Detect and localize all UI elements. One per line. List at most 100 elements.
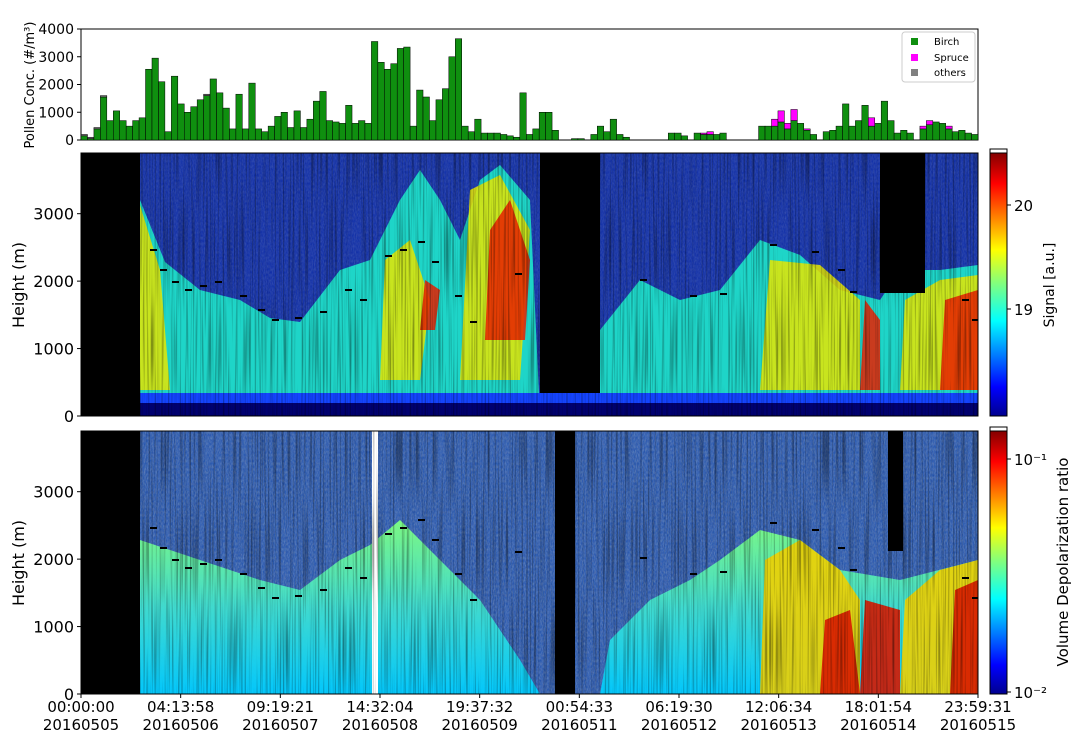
bar-birch bbox=[545, 112, 553, 141]
bar-birch bbox=[790, 120, 798, 141]
signal-y-tick-label: 3000 bbox=[33, 205, 74, 224]
bar-spruce bbox=[945, 125, 953, 130]
depol-heatmap bbox=[81, 431, 978, 694]
bar-others bbox=[100, 95, 108, 98]
bar-birch bbox=[422, 96, 430, 141]
bar-birch bbox=[158, 81, 166, 141]
bar-birch bbox=[784, 128, 792, 141]
bar-birch bbox=[971, 134, 979, 141]
x-tick-time-label: 12:06:34 bbox=[745, 698, 812, 716]
pollen-plot-frame bbox=[80, 28, 979, 141]
bar-birch bbox=[809, 134, 817, 141]
depol-y-tick-label: 0 bbox=[64, 685, 74, 704]
bar-birch bbox=[893, 132, 901, 141]
legend-swatch-others bbox=[911, 69, 918, 76]
bar-birch bbox=[313, 100, 321, 141]
bar-birch bbox=[396, 48, 404, 141]
bar-birch bbox=[493, 132, 501, 141]
signal-panel: 0 1000 2000 3000 Height (m) 20 19 Signal [a… bbox=[9, 148, 1058, 426]
bar-birch bbox=[306, 118, 314, 141]
signal-heatmap bbox=[81, 153, 978, 416]
depol-colorbar-tick-label: 10⁻² bbox=[1014, 684, 1047, 702]
signal-colorbar-label: Signal [a.u.] bbox=[1042, 243, 1058, 328]
bar-birch bbox=[919, 128, 927, 141]
x-tick-date-label: 20160514 bbox=[840, 716, 916, 734]
bar-birch bbox=[325, 120, 333, 141]
signal-y-tick-label: 1000 bbox=[33, 340, 74, 359]
bar-birch bbox=[151, 57, 159, 141]
bar-birch bbox=[926, 124, 934, 141]
bar-spruce bbox=[868, 117, 875, 127]
signal-colorbar-tick-label: 20 bbox=[1014, 197, 1033, 215]
pollen-legend: Birch Spruce others bbox=[901, 31, 976, 83]
bar-birch bbox=[803, 130, 811, 141]
bar-birch bbox=[713, 134, 721, 141]
bar-birch bbox=[868, 125, 875, 141]
depol-colorbar-tick-label: 10⁻¹ bbox=[1014, 451, 1047, 469]
x-tick-time-label: 00:00:00 bbox=[47, 698, 114, 716]
bar-birch bbox=[138, 117, 146, 141]
bar-birch bbox=[455, 38, 462, 141]
pollen-y-tick-label: 1000 bbox=[38, 105, 74, 121]
bar-birch bbox=[429, 120, 437, 141]
bar-birch bbox=[409, 125, 417, 141]
depol-cloud-base-markers bbox=[150, 519, 978, 601]
x-tick-date-label: 20160506 bbox=[142, 716, 218, 734]
x-tick-time-label: 23:59:31 bbox=[944, 698, 1011, 716]
bar-birch bbox=[609, 118, 617, 141]
depol-colorbar-label: Volume Depolarization ratio bbox=[1054, 458, 1072, 667]
bar-spruce bbox=[926, 120, 934, 125]
bar-birch bbox=[371, 41, 379, 141]
bar-spruce bbox=[784, 123, 792, 130]
bar-birch bbox=[80, 135, 88, 141]
bar-birch bbox=[203, 95, 211, 141]
x-tick-date-label: 20160513 bbox=[740, 716, 816, 734]
bar-birch bbox=[513, 136, 521, 141]
bar-birch bbox=[945, 128, 953, 141]
bar-birch bbox=[242, 128, 250, 141]
signal-plot-frame bbox=[80, 152, 979, 417]
pollen-y-tick-label: 3000 bbox=[38, 50, 74, 66]
bar-birch bbox=[416, 89, 424, 141]
bar-others bbox=[87, 136, 95, 139]
pollen-y-tick-label: 0 bbox=[65, 133, 74, 149]
bar-birch bbox=[906, 132, 914, 141]
pollen-y-tick-label: 4000 bbox=[38, 22, 74, 38]
bar-birch bbox=[706, 134, 714, 141]
bar-birch bbox=[222, 107, 230, 141]
bar-birch bbox=[338, 123, 346, 141]
pollen-y-tick-label: 2000 bbox=[38, 78, 74, 94]
bar-birch bbox=[267, 125, 275, 141]
x-tick-date-label: 20160508 bbox=[342, 716, 418, 734]
depol-y-ticks: 0 1000 2000 3000 bbox=[33, 483, 81, 704]
depol-y-tick-label: 3000 bbox=[33, 483, 74, 502]
bar-birch bbox=[106, 120, 114, 141]
bar-birch bbox=[939, 123, 946, 141]
bar-birch bbox=[597, 125, 604, 141]
bar-birch bbox=[616, 134, 624, 141]
bar-birch bbox=[622, 136, 630, 141]
bar-birch bbox=[119, 120, 127, 141]
bar-spruce bbox=[777, 110, 785, 123]
bar-birch bbox=[448, 56, 456, 141]
bar-birch bbox=[887, 120, 895, 141]
legend-box bbox=[901, 31, 976, 83]
bar-birch bbox=[506, 135, 514, 141]
bar-birch bbox=[287, 127, 295, 141]
bar-birch bbox=[467, 131, 475, 141]
bar-birch bbox=[842, 103, 850, 141]
bar-birch bbox=[700, 134, 708, 141]
legend-swatch-spruce bbox=[911, 54, 918, 61]
bar-birch bbox=[93, 128, 101, 141]
x-tick-date-label: 20160507 bbox=[242, 716, 318, 734]
bar-birch bbox=[855, 120, 863, 141]
bar-birch bbox=[958, 130, 966, 141]
signal-y-ticks: 0 1000 2000 3000 bbox=[33, 205, 81, 426]
x-tick-date-label: 20160512 bbox=[641, 716, 717, 734]
bar-birch bbox=[196, 99, 204, 141]
bar-birch bbox=[667, 132, 675, 141]
bar-spruce bbox=[803, 128, 811, 131]
x-tick-time-label: 14:32:04 bbox=[346, 698, 413, 716]
bar-birch bbox=[474, 118, 482, 141]
